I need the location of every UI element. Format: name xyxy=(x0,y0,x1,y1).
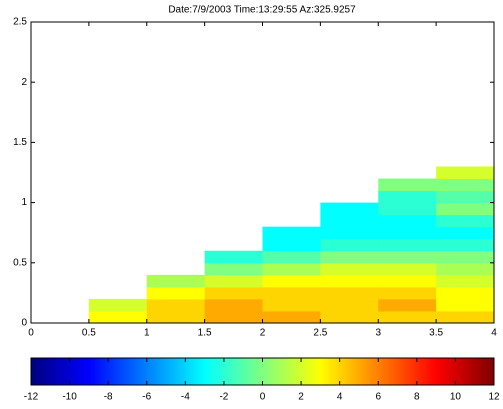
colorbar-tick-label: 4 xyxy=(337,392,343,403)
cell xyxy=(436,238,495,252)
cell xyxy=(262,238,321,252)
cell xyxy=(436,274,495,288)
cell xyxy=(262,226,321,240)
y-tick-label: 1 xyxy=(21,197,27,208)
cell xyxy=(320,250,379,264)
cell xyxy=(262,274,321,288)
cell xyxy=(436,190,495,204)
colorbar-tick-label: -6 xyxy=(142,392,151,403)
cell xyxy=(436,298,495,312)
x-tick-label: 0.5 xyxy=(82,328,96,339)
cell xyxy=(146,298,206,312)
cell xyxy=(320,202,379,216)
cell xyxy=(436,178,495,192)
cell xyxy=(378,202,437,216)
x-tick-label: 3.5 xyxy=(429,328,443,339)
y-tick-label: 0.5 xyxy=(13,257,27,268)
cell xyxy=(378,226,437,240)
cell xyxy=(204,274,263,288)
y-tick-label: 2.5 xyxy=(13,17,27,28)
cell xyxy=(146,286,206,300)
colorbar-tick-label: -8 xyxy=(104,392,113,403)
x-tick-label: 1.5 xyxy=(198,328,212,339)
colorbar-tick-label: -2 xyxy=(219,392,228,403)
colorbar-tick-label: 12 xyxy=(488,392,500,403)
cell xyxy=(320,298,379,312)
colorbar-tick-label: 10 xyxy=(450,392,462,403)
cell xyxy=(436,262,495,276)
cell xyxy=(320,310,379,324)
x-tick-label: 0 xyxy=(28,328,34,339)
cell xyxy=(378,214,437,228)
cell xyxy=(378,178,437,192)
cell xyxy=(378,238,437,252)
cell xyxy=(436,214,495,228)
cell xyxy=(262,250,321,264)
cell xyxy=(436,310,495,324)
x-tick-label: 2.5 xyxy=(313,328,327,339)
cell xyxy=(204,262,263,276)
colorbar xyxy=(30,357,495,386)
colorbar-tick-label: 2 xyxy=(298,392,304,403)
cell xyxy=(204,250,263,264)
cell xyxy=(378,262,437,276)
cell xyxy=(378,298,437,312)
cell xyxy=(436,166,495,180)
cell xyxy=(436,250,495,264)
cell xyxy=(378,274,437,288)
cell xyxy=(320,286,379,300)
cell xyxy=(378,250,437,264)
cell xyxy=(378,190,437,204)
cell xyxy=(204,298,263,312)
cell xyxy=(320,226,379,240)
x-tick-label: 4 xyxy=(491,328,497,339)
cell xyxy=(378,286,437,300)
y-tick-label: 0 xyxy=(21,318,27,329)
cell xyxy=(204,310,263,324)
x-tick-label: 3 xyxy=(375,328,381,339)
plot-area xyxy=(88,166,495,324)
cell xyxy=(146,274,206,288)
cell xyxy=(146,310,206,324)
chart-title: Date:7/9/2003 Time:13:29:55 Az:325.9257 xyxy=(168,5,356,16)
colorbar-tick-label: -4 xyxy=(181,392,190,403)
cell xyxy=(88,298,148,312)
colorbar-tick-label: -10 xyxy=(62,392,77,403)
cell xyxy=(262,286,321,300)
cell xyxy=(262,262,321,276)
cell xyxy=(320,262,379,276)
colorbar-tick-label: -12 xyxy=(24,392,39,403)
cell xyxy=(262,298,321,312)
x-tick-label: 1 xyxy=(144,328,150,339)
x-tick-label: 2 xyxy=(260,328,266,339)
colorbar-tick-label: 8 xyxy=(414,392,420,403)
y-tick-label: 1.5 xyxy=(13,137,27,148)
cell xyxy=(436,286,495,300)
cell xyxy=(262,310,321,324)
cell xyxy=(204,286,263,300)
y-tick-label: 2 xyxy=(21,77,27,88)
cell xyxy=(436,202,495,216)
colorbar-tick-label: 0 xyxy=(260,392,266,403)
cell xyxy=(320,274,379,288)
cell xyxy=(378,310,437,324)
cell xyxy=(320,214,379,228)
cell xyxy=(320,238,379,252)
cell xyxy=(436,226,495,240)
colorbar-tick-label: 6 xyxy=(375,392,381,403)
cell xyxy=(88,310,148,324)
